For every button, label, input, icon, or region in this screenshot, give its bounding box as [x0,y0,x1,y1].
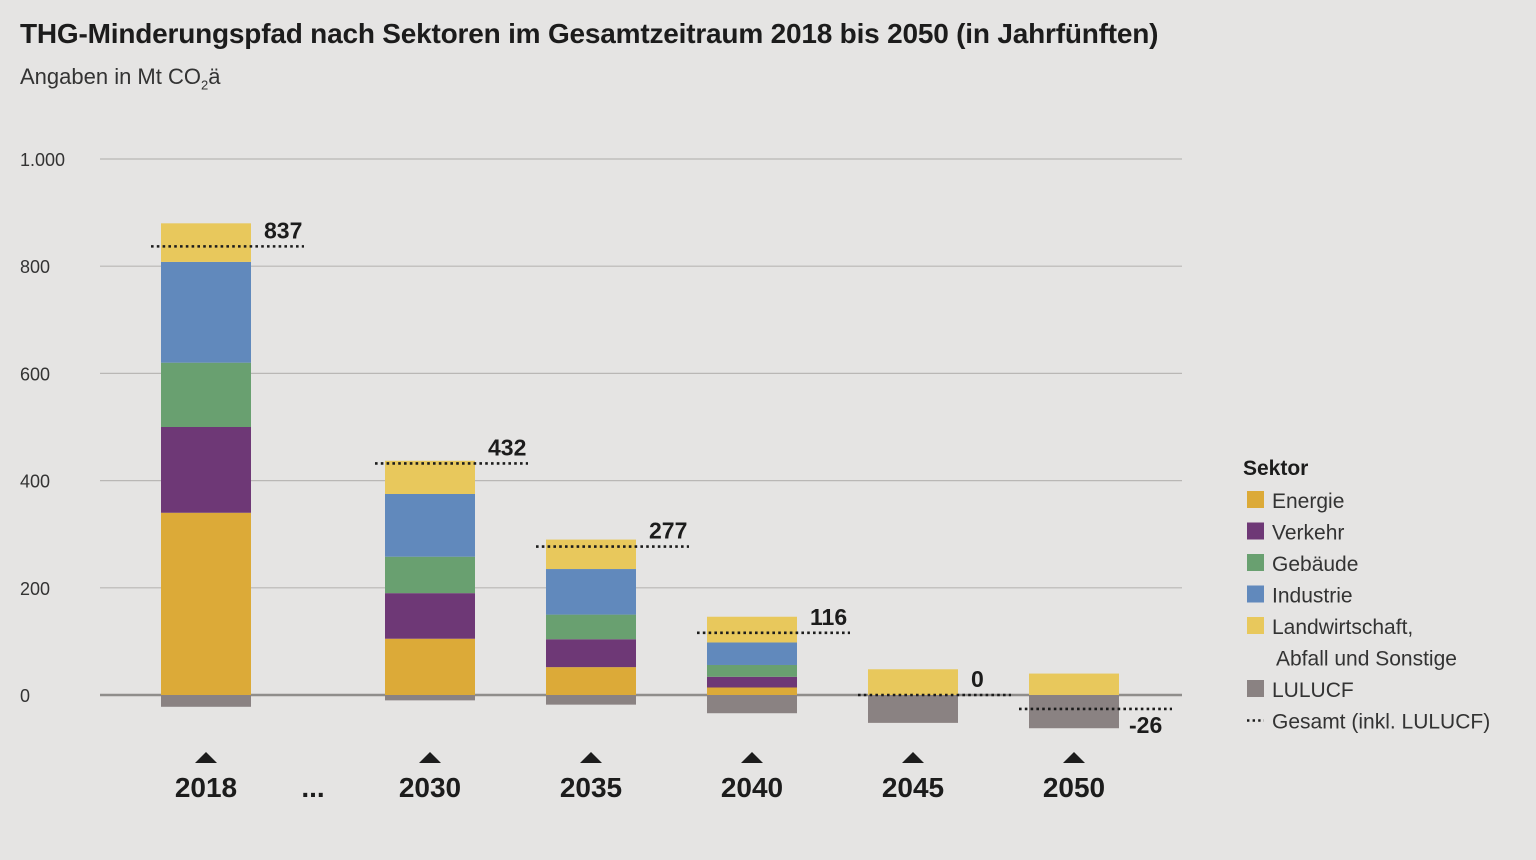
bar-segment [707,642,797,665]
grid-layer: 0 200 400 600 800 1.000 [20,150,1182,706]
legend-title: Sektor [1243,457,1308,480]
y-tick-label: 600 [20,364,50,384]
x-tick-marker [419,752,441,763]
legend-label: Abfall und Sonstige [1276,648,1457,671]
y-tick-label: 800 [20,257,50,277]
x-tick-label: 2030 [399,772,461,803]
x-tick-marker [195,752,217,763]
y-tick-label: 0 [20,686,30,706]
bar-segment [1029,673,1119,695]
bar-segment [385,593,475,639]
subtitle-suffix: ä [208,64,221,89]
bar-segment [546,614,636,640]
y-tick-label: 200 [20,579,50,599]
legend-label: Gebäude [1272,553,1358,576]
legend-swatch [1247,554,1264,571]
bar-segment [385,695,475,701]
bar-segment [868,695,958,723]
legend-label: LULUCF [1272,679,1354,702]
legend-label: Energie [1272,490,1344,513]
bar-segment [161,695,251,707]
chart-subtitle: Angaben in Mt CO2ä [20,64,220,92]
total-label: -26 [1129,712,1162,738]
x-tick-marker [1063,752,1085,763]
legend-swatch [1247,522,1264,540]
total-label: 0 [971,666,984,692]
bar-segment [546,639,636,668]
bar-segment [161,261,251,363]
legend-swatch [1247,585,1264,603]
bar-segment [707,695,797,714]
bar-segment [161,512,251,695]
legend: Sektor Energie Verkehr Gebäude Industrie Land… [1243,457,1490,734]
bar-segment [546,539,636,570]
bar-segment [385,638,475,695]
legend-label: Industrie [1272,585,1353,608]
bar-segment [385,494,475,557]
bar-segment [707,687,797,695]
bar-segment [1029,695,1119,729]
x-axis: 2018 2030 2035 2040 2045 2050... [175,752,1105,803]
x-tick-label: 2035 [560,772,622,803]
total-label: 837 [264,217,302,243]
bar-segment [546,569,636,615]
legend-label: Gesamt (inkl. LULUCF) [1272,711,1490,734]
bar-segment [707,616,797,643]
total-label: 116 [810,604,847,630]
bar-segment [707,676,797,688]
y-tick-label: 400 [20,472,50,492]
axis-gap-marker: ... [301,772,324,803]
x-tick-label: 2045 [882,772,944,803]
bar-segment [385,460,475,494]
x-tick-label: 2050 [1043,772,1105,803]
total-label: 277 [649,518,687,544]
bar-segment [161,427,251,513]
x-tick-marker [580,752,602,763]
bar-segment [161,223,251,262]
total-label: 432 [488,434,526,460]
legend-label: Verkehr [1272,522,1344,545]
bar-segment [546,667,636,695]
subtitle-subscript: 2 [200,77,209,93]
bar-segment [161,362,251,427]
legend-label: Landwirtschaft, [1272,616,1413,639]
y-tick-label: 1.000 [20,150,65,170]
x-tick-marker [902,752,924,763]
legend-swatch [1247,491,1264,508]
bar-segment [546,695,636,705]
chart-title: THG-Minderungspfad nach Sektoren im Gesa… [20,18,1159,49]
bars-layer [161,223,1119,729]
legend-swatch [1247,617,1264,634]
x-tick-marker [741,752,763,763]
x-tick-label: 2018 [175,772,237,803]
totals-layer: 837 432 277 116 0 -26 [151,217,1172,738]
bar-segment [868,669,958,695]
subtitle-prefix: Angaben in Mt CO [20,64,201,89]
legend-swatch [1247,680,1264,697]
bar-segment [385,556,475,594]
bar-segment [707,664,797,677]
x-tick-label: 2040 [721,772,783,803]
